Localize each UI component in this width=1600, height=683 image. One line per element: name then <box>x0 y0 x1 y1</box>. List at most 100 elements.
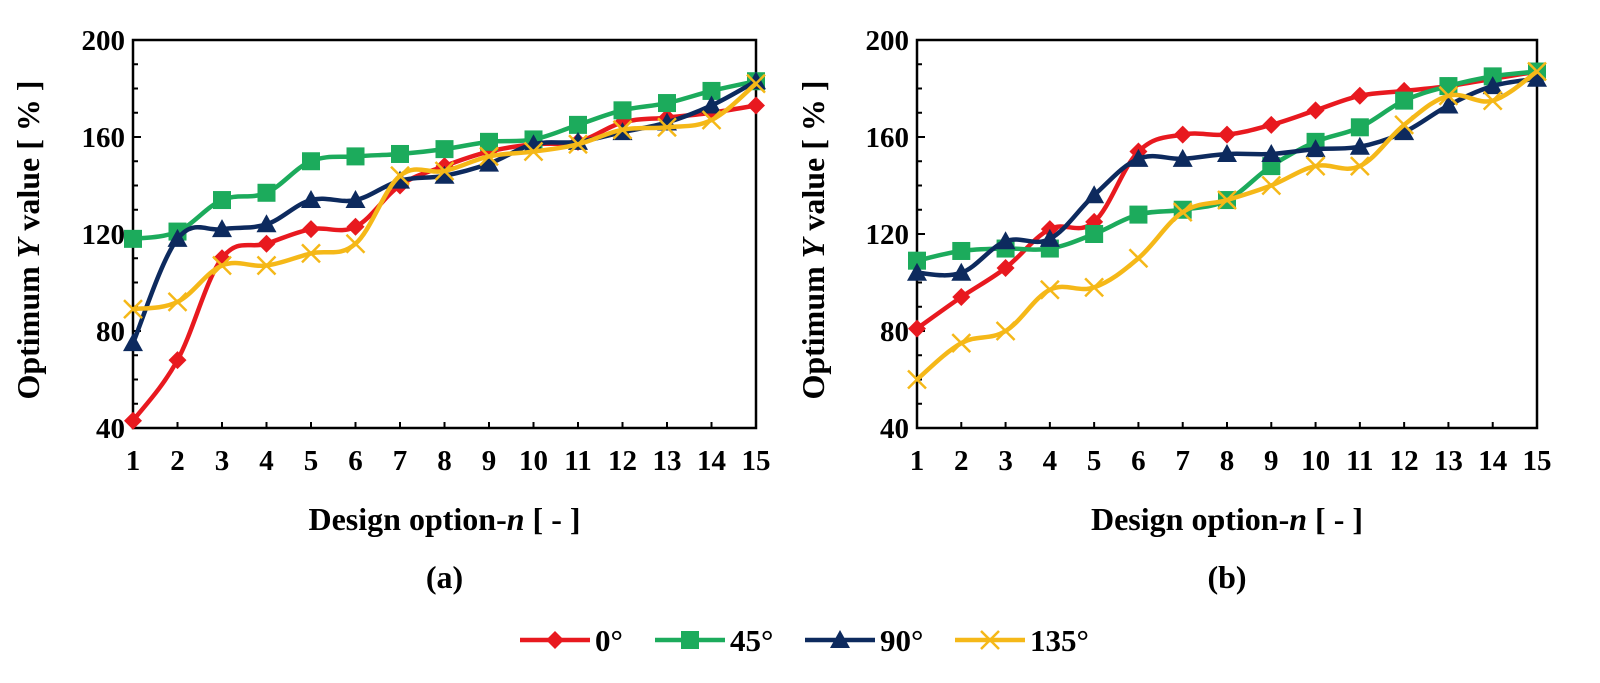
data-point <box>613 101 632 120</box>
data-point <box>658 94 676 113</box>
y-tick-label: 160 <box>866 122 910 154</box>
data-point <box>1350 118 1369 137</box>
legend-label: 45° <box>730 623 773 658</box>
x-tick-label: 15 <box>742 445 771 477</box>
data-point <box>1527 68 1547 87</box>
data-point <box>702 81 721 100</box>
legend-label: 0° <box>595 623 623 658</box>
data-point <box>1438 85 1459 106</box>
data-point <box>212 255 232 276</box>
data-point <box>212 219 232 238</box>
data-point <box>1305 156 1326 176</box>
legend-label: 135° <box>1030 623 1089 658</box>
y-tick-label: 120 <box>82 219 126 251</box>
x-tick-label: 7 <box>1175 445 1190 477</box>
data-point <box>1438 95 1459 114</box>
panel-caption: (b) <box>1207 559 1246 595</box>
data-point <box>951 262 972 281</box>
data-point <box>1128 148 1149 167</box>
legend: 0° 45° 90° 135° <box>520 623 1089 658</box>
data-point <box>302 220 320 239</box>
x-tick-label: 15 <box>1523 445 1552 477</box>
data-point <box>952 288 971 307</box>
legend-marker <box>830 630 850 648</box>
data-point <box>1218 125 1236 144</box>
y-axis-title: Optimum Y value [ % ] <box>10 80 46 399</box>
y-tick-label: 80 <box>96 316 125 348</box>
data-point <box>657 117 677 138</box>
data-point <box>123 333 143 352</box>
data-point <box>435 140 454 159</box>
data-point <box>301 190 321 209</box>
data-point <box>1173 125 1192 144</box>
legend-entry-0: 0° <box>520 623 623 658</box>
y-tick-label: 40 <box>880 413 909 445</box>
x-tick-label: 3 <box>998 445 1013 477</box>
data-point <box>907 262 927 281</box>
data-point <box>568 134 588 155</box>
data-point <box>479 146 499 167</box>
x-tick-label: 10 <box>1301 445 1330 477</box>
x-tick-label: 4 <box>1043 445 1058 477</box>
data-point <box>1349 136 1370 155</box>
x-tick-label: 12 <box>1390 445 1419 477</box>
y-tick-label: 200 <box>82 25 126 57</box>
x-tick-label: 1 <box>126 445 141 477</box>
panel-caption: (a) <box>426 559 463 595</box>
data-point <box>569 115 587 134</box>
x-tick-label: 9 <box>1264 445 1279 477</box>
data-point <box>1084 185 1105 204</box>
data-point <box>1217 143 1237 162</box>
y-tick-label: 40 <box>96 413 125 445</box>
data-point <box>1261 175 1282 196</box>
x-tick-label: 14 <box>1478 445 1507 477</box>
y-tick-label: 120 <box>866 219 910 251</box>
x-tick-label: 13 <box>653 445 682 477</box>
data-point <box>995 321 1016 341</box>
series-3 <box>123 73 766 320</box>
x-tick-label: 6 <box>1131 445 1146 477</box>
x-tick-label: 4 <box>259 445 274 477</box>
data-point <box>1172 202 1193 223</box>
data-point <box>257 234 276 253</box>
data-point <box>1394 114 1415 135</box>
data-point <box>747 96 765 115</box>
data-point <box>612 119 633 140</box>
data-point <box>701 95 722 114</box>
series-3 <box>907 61 1547 390</box>
x-tick-label: 10 <box>519 445 548 477</box>
legend-label: 90° <box>880 623 923 658</box>
y-tick-label: 200 <box>866 25 910 57</box>
data-point <box>996 258 1015 277</box>
data-point <box>523 141 544 162</box>
data-point <box>908 319 926 338</box>
data-point <box>1482 90 1503 111</box>
data-point <box>746 73 766 94</box>
x-tick-label: 8 <box>437 445 452 477</box>
data-point <box>256 214 277 233</box>
data-point <box>302 152 320 171</box>
data-point <box>1217 190 1237 210</box>
x-tick-label: 2 <box>954 445 969 477</box>
data-point <box>1395 91 1414 110</box>
series-line <box>915 69 1539 382</box>
x-tick-label: 9 <box>482 445 497 477</box>
data-point <box>345 190 366 209</box>
data-point <box>345 233 366 254</box>
data-point <box>213 191 231 210</box>
data-point <box>167 292 188 312</box>
x-tick-label: 13 <box>1434 445 1463 477</box>
data-point <box>123 299 143 320</box>
x-tick-label: 5 <box>1087 445 1102 477</box>
x-tick-label: 11 <box>564 445 591 477</box>
data-point <box>1129 205 1148 224</box>
x-tick-label: 8 <box>1220 445 1235 477</box>
x-tick-label: 2 <box>170 445 185 477</box>
data-point <box>434 165 455 184</box>
data-point <box>1306 101 1325 120</box>
data-point <box>907 369 927 390</box>
data-point <box>168 351 187 370</box>
data-point <box>908 251 926 270</box>
